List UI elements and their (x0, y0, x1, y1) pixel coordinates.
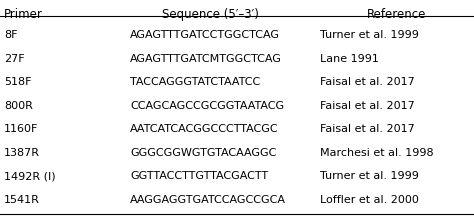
Text: AATCATCACGGCCCTTACGC: AATCATCACGGCCCTTACGC (130, 124, 279, 134)
Text: Turner et al. 1999: Turner et al. 1999 (320, 171, 419, 181)
Text: AAGGAGGTGATCCAGCCGCA: AAGGAGGTGATCCAGCCGCA (130, 194, 286, 204)
Text: 27F: 27F (4, 53, 25, 63)
Text: 8F: 8F (4, 30, 18, 40)
Text: 1387R: 1387R (4, 148, 40, 157)
Text: Lane 1991: Lane 1991 (320, 53, 379, 63)
Text: AGAGTTTGATCMTGGCTCAG: AGAGTTTGATCMTGGCTCAG (130, 53, 282, 63)
Text: AGAGTTTGATCCTGGCTCAG: AGAGTTTGATCCTGGCTCAG (130, 30, 280, 40)
Text: Faisal et al. 2017: Faisal et al. 2017 (320, 77, 415, 87)
Text: 1160F: 1160F (4, 124, 38, 134)
Text: 518F: 518F (4, 77, 31, 87)
Text: 1541R: 1541R (4, 194, 40, 204)
Text: Marchesi et al. 1998: Marchesi et al. 1998 (320, 148, 434, 157)
Text: 800R: 800R (4, 100, 33, 111)
Text: Loffler et al. 2000: Loffler et al. 2000 (320, 194, 419, 204)
Text: Sequence (5′–3′): Sequence (5′–3′) (162, 8, 258, 21)
Text: 1492R (I): 1492R (I) (4, 171, 55, 181)
Text: Faisal et al. 2017: Faisal et al. 2017 (320, 100, 415, 111)
Text: Reference: Reference (367, 8, 427, 21)
Text: GGTTACCTTGTTACGACTT: GGTTACCTTGTTACGACTT (130, 171, 268, 181)
Text: Primer: Primer (4, 8, 43, 21)
Text: GGGCGGWGTGTACAAGGC: GGGCGGWGTGTACAAGGC (130, 148, 276, 157)
Text: CCAGCAGCCGCGGTAATACG: CCAGCAGCCGCGGTAATACG (130, 100, 284, 111)
Text: Turner et al. 1999: Turner et al. 1999 (320, 30, 419, 40)
Text: Faisal et al. 2017: Faisal et al. 2017 (320, 124, 415, 134)
Text: TACCAGGGTATCTAATCC: TACCAGGGTATCTAATCC (130, 77, 260, 87)
